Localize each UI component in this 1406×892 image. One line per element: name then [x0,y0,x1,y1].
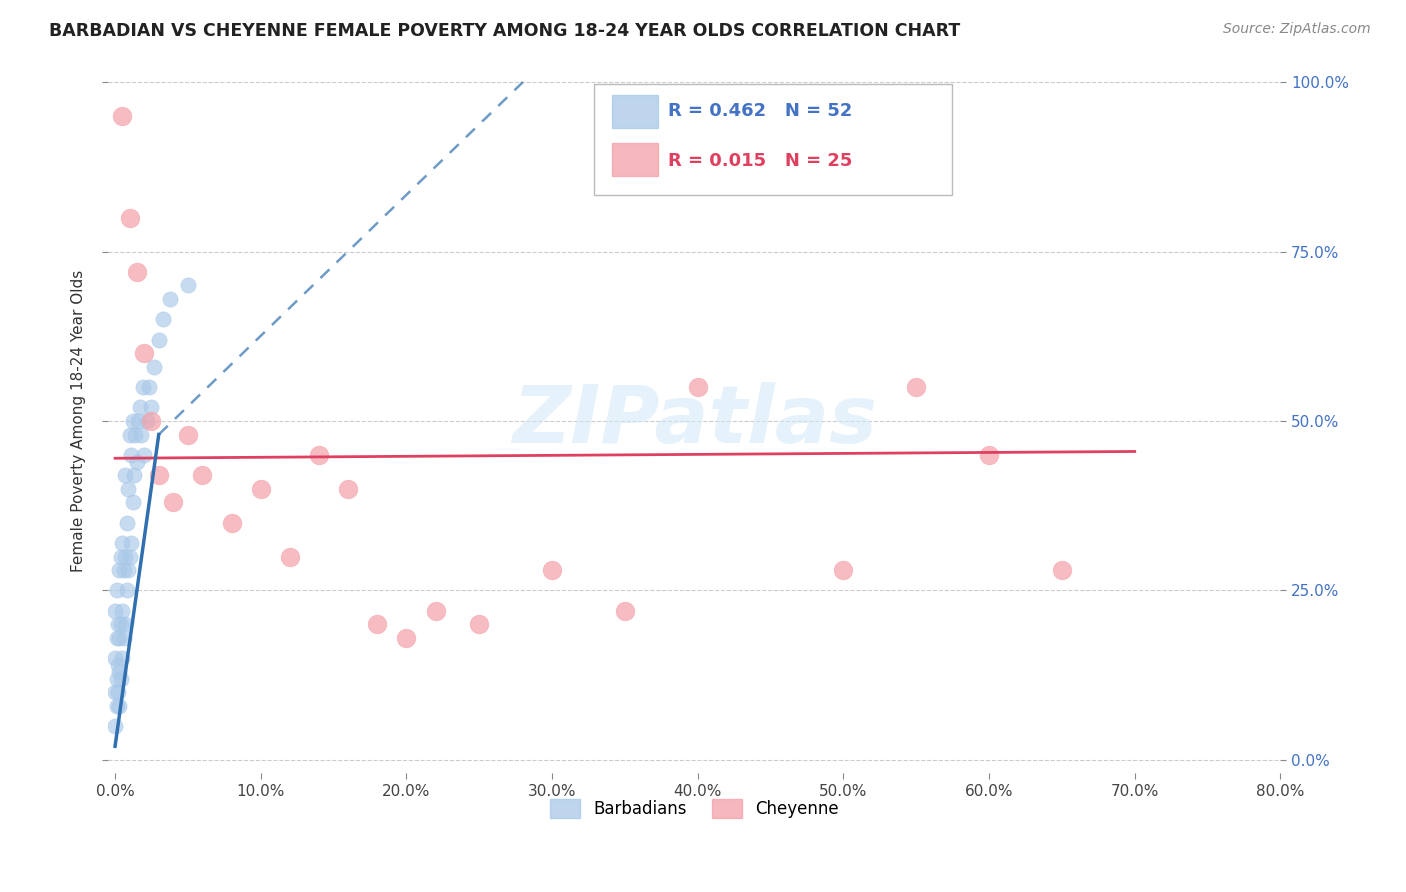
Point [143,359,166,374]
Text: Source: ZipAtlas.com: Source: ZipAtlas.com [1223,22,1371,37]
Point [114,549,136,564]
FancyBboxPatch shape [612,144,658,176]
Point [905,380,928,394]
Point [686,380,709,394]
Point [395,631,418,645]
Point [120,448,142,462]
Point [114,468,136,483]
Point [105,672,128,686]
Point [108,631,131,645]
Point [162,495,184,509]
Point [1050,563,1073,577]
Point [129,427,152,442]
Text: BARBADIAN VS CHEYENNE FEMALE POVERTY AMONG 18-24 YEAR OLDS CORRELATION CHART: BARBADIAN VS CHEYENNE FEMALE POVERTY AMO… [49,22,960,40]
Point [105,583,128,598]
Point [832,563,855,577]
Point [108,698,131,713]
Point [148,468,170,483]
Point [111,109,134,123]
Point [121,495,143,509]
Point [111,604,134,618]
Point [132,380,155,394]
Point [104,604,127,618]
Point [117,482,139,496]
Point [141,401,163,415]
Point [177,278,200,293]
Point [125,455,148,469]
Point [177,427,200,442]
Point [148,333,170,347]
Point [125,265,148,279]
Point [152,312,174,326]
Point [110,672,132,686]
Point [117,563,139,577]
Point [134,448,156,462]
Point [114,617,136,632]
Point [110,617,132,632]
Point [115,516,138,530]
Point [120,536,142,550]
Text: R = 0.462   N = 52: R = 0.462 N = 52 [668,103,852,120]
Point [111,536,134,550]
Legend: Barbadians, Cheyenne: Barbadians, Cheyenne [543,792,845,825]
Text: ZIPatlas: ZIPatlas [512,382,876,460]
Point [104,651,127,665]
Point [425,604,447,618]
Point [138,380,160,394]
Point [136,414,159,428]
Point [110,549,132,564]
Point [104,685,127,699]
Point [118,211,141,225]
Y-axis label: Female Poverty Among 18-24 Year Olds: Female Poverty Among 18-24 Year Olds [72,270,86,572]
Point [127,414,149,428]
Point [104,719,127,733]
Point [107,685,129,699]
Point [112,631,135,645]
Point [278,549,301,564]
Point [111,651,134,665]
Point [977,448,1000,462]
Point [141,414,163,428]
Point [128,401,150,415]
FancyBboxPatch shape [595,84,952,195]
Point [249,482,271,496]
Point [118,427,141,442]
Point [134,346,156,360]
Point [105,698,128,713]
Point [107,657,129,672]
Point [107,617,129,632]
Point [112,563,135,577]
Point [191,468,214,483]
Point [221,516,243,530]
Point [108,665,131,679]
Text: R = 0.015   N = 25: R = 0.015 N = 25 [668,152,852,169]
Point [468,617,491,632]
Point [108,563,131,577]
Point [159,292,181,306]
Point [613,604,636,618]
Point [541,563,564,577]
Point [337,482,360,496]
Point [366,617,388,632]
Point [121,414,143,428]
Point [308,448,330,462]
Point [105,631,128,645]
Point [124,427,146,442]
Point [118,549,141,564]
Point [122,468,145,483]
FancyBboxPatch shape [612,95,658,128]
Point [115,583,138,598]
